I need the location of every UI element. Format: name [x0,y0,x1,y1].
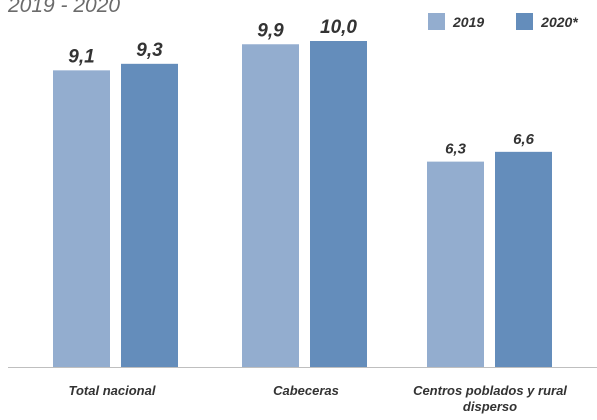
bar-2020-2 [495,151,552,367]
legend-item-2020: 2020* [516,13,578,30]
legend-label-2019: 2019 [453,13,485,30]
bar-2020-0 [121,63,178,367]
category-label-total-nacional: Total nacional [68,383,156,398]
legend-swatch-2019 [428,13,445,30]
legend-swatch-2020 [516,13,534,30]
data-label-2020-2: 6,6 [513,131,535,148]
bar-2019-1 [242,44,299,367]
legend-label-2020: 2020* [541,13,578,30]
data-label-2019-2: 6,3 [445,141,467,158]
data-label-2020-0: 9,3 [136,40,163,61]
category-label-centros-poblados: Centros poblados y rural disperso [413,383,567,414]
chart-subtitle: 2019 - 2020 [8,0,121,17]
data-label-2019-1: 9,9 [257,20,284,41]
category-label-cabeceras: Cabeceras [273,383,339,398]
bar-2019-2 [427,161,484,367]
bar-2019-0 [53,70,110,367]
data-label-2019-0: 9,1 [68,46,94,67]
data-label-2020-1: 10,0 [320,17,357,38]
legend: 2019 2020* [428,13,578,30]
bar-2020-1 [310,41,367,367]
legend-item-2019: 2019 [428,13,484,30]
